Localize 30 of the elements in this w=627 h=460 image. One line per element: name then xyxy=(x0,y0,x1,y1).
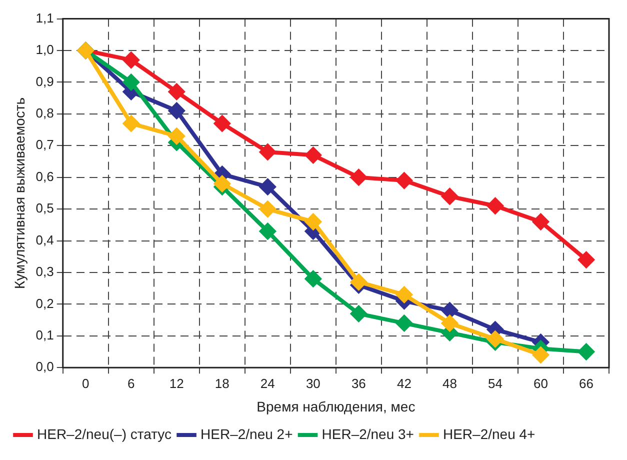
x-tick-label: 24 xyxy=(260,376,275,391)
y-tick-label: 0,3 xyxy=(36,264,54,280)
y-tick-label: 0,6 xyxy=(36,168,54,184)
x-tick-label: 54 xyxy=(488,376,502,391)
y-tick-label: 0,5 xyxy=(36,200,54,216)
x-tick-label: 48 xyxy=(442,376,457,391)
x-axis-title: Время наблюдения, мес xyxy=(256,398,416,414)
y-tick-label: 0,7 xyxy=(36,137,54,152)
legend-label: HER–2/neu 4+ xyxy=(442,426,536,442)
x-tick-label: 0 xyxy=(82,376,90,391)
y-tick-label: 0,0 xyxy=(36,359,54,374)
x-tick-label: 30 xyxy=(306,376,320,391)
y-tick-label: 1,1 xyxy=(36,10,54,26)
legend-label: HER–2/neu 3+ xyxy=(322,426,414,442)
y-tick-label: 0,2 xyxy=(36,296,54,311)
y-tick-label: 1,0 xyxy=(36,42,54,58)
x-tick-label: 42 xyxy=(396,376,412,391)
y-tick-label: 0,4 xyxy=(36,232,54,248)
legend-label: HER–2/neu 2+ xyxy=(200,426,293,442)
y-tick-label: 0,1 xyxy=(36,327,54,342)
x-tick-label: 66 xyxy=(579,376,594,391)
y-tick-label: 0,8 xyxy=(36,106,54,121)
x-tick-label: 18 xyxy=(214,376,230,391)
x-tick-label: 12 xyxy=(169,376,184,391)
x-tick-label: 60 xyxy=(534,376,548,391)
x-tick-label: 6 xyxy=(128,376,135,391)
y-tick-label: 0,9 xyxy=(36,74,54,89)
legend-label: HER–2/neu(–) статус xyxy=(37,426,172,442)
x-tick-label: 36 xyxy=(351,376,366,391)
y-axis-title: Кумулятивная выживаемость xyxy=(11,97,28,289)
